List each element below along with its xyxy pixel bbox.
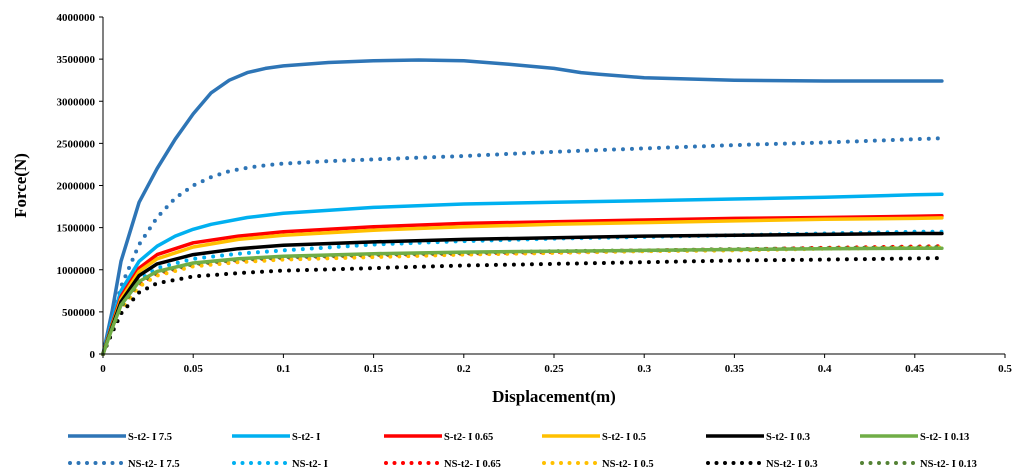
plot-area: [101, 58, 944, 356]
series-line-5: [101, 231, 944, 356]
x-tick-label: 0.3: [637, 363, 651, 375]
tick-labels: 0 500000 1000000 1500000 2000000 2500000 30000…: [57, 12, 1013, 375]
legend-item-5: S-t2- I 0.3: [706, 432, 810, 443]
y-axis-title: Force(N): [11, 153, 30, 218]
legend-label: NS-t2- I 0.13: [920, 459, 977, 470]
legend-label: NS-t2- I 0.3: [766, 459, 818, 470]
legend-item-7: NS-t2- I 7.5: [68, 459, 180, 470]
legend-item-2: S-t2- I: [232, 432, 320, 443]
y-tick-label: 500000: [62, 307, 96, 319]
x-tick-label: 0.1: [277, 363, 291, 375]
legend-item-12: NS-t2- I 0.13: [860, 459, 977, 470]
y-tick-label: 1500000: [57, 223, 96, 235]
legend-item-4: S-t2- I 0.5: [542, 432, 646, 443]
x-tick-label: 0: [100, 363, 106, 375]
legend-item-10: NS-t2- I 0.5: [542, 459, 654, 470]
series-line-7: [101, 136, 944, 356]
legend-label: NS-t2- I 7.5: [128, 459, 180, 470]
legend-item-11: NS-t2- I 0.3: [706, 459, 818, 470]
x-tick-label: 0.2: [457, 363, 471, 375]
series-line-3: [101, 214, 944, 356]
legend: S-t2- I 7.5 S-t2- I S-t2- I 0.65 S-t2- I 0.…: [68, 432, 977, 470]
y-tick-label: 1000000: [57, 265, 96, 277]
legend-item-8: NS-t2- I: [232, 459, 328, 470]
legend-label: NS-t2- I: [292, 459, 328, 470]
legend-label: NS-t2- I 0.5: [602, 459, 654, 470]
legend-item-6: S-t2- I 0.13: [860, 432, 969, 443]
y-tick-label: 3000000: [57, 96, 96, 108]
x-tick-label: 0.45: [905, 363, 925, 375]
x-tick-label: 0.4: [818, 363, 832, 375]
x-tick-label: 0.05: [184, 363, 204, 375]
x-tick-label: 0.25: [544, 363, 564, 375]
series-line-11: [101, 256, 944, 356]
legend-label: NS-t2- I 0.65: [444, 459, 501, 470]
legend-label: S-t2- I: [292, 432, 320, 443]
y-tick-label: 0: [90, 349, 96, 361]
legend-label: S-t2- I 0.3: [766, 432, 810, 443]
series-line-2: [101, 192, 944, 356]
x-tick-label: 0.15: [364, 363, 384, 375]
y-tick-label: 2500000: [57, 138, 96, 150]
legend-item-3: S-t2- I 0.65: [384, 432, 493, 443]
x-tick-label: 0.35: [725, 363, 745, 375]
x-axis-title: Displacement(m): [492, 387, 616, 406]
legend-label: S-t2- I 0.13: [920, 432, 969, 443]
y-tick-label: 2000000: [57, 181, 96, 193]
legend-label: S-t2- I 0.5: [602, 432, 646, 443]
legend-item-1: S-t2- I 7.5: [68, 432, 172, 443]
series-line-1: [101, 58, 944, 356]
y-tick-label: 3500000: [57, 54, 96, 66]
legend-item-9: NS-t2- I 0.65: [384, 459, 501, 470]
legend-label: S-t2- I 7.5: [128, 432, 172, 443]
y-tick-label: 4000000: [57, 12, 96, 24]
x-tick-label: 0.5: [998, 363, 1012, 375]
series-line-4: [101, 216, 944, 356]
series-line-6: [101, 246, 944, 356]
legend-label: S-t2- I 0.65: [444, 432, 493, 443]
